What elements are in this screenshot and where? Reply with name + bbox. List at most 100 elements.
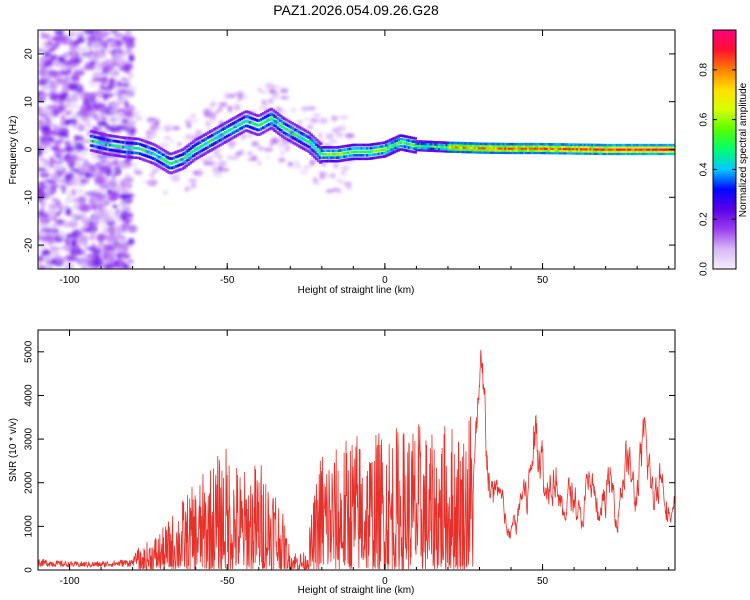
spectrogram-ridge-cell [157,156,162,159]
spectrogram-ridge-cell [190,160,194,164]
spectrogram-ridge-cell [333,146,338,149]
spectrogram-ridge-cell [133,151,137,155]
spectrogram-ridge-cell [112,135,117,138]
spectrogram-ridge-cell [473,144,478,148]
spectrogram-ridge-cell [345,144,349,148]
spectrogram-ridge-cell [282,136,287,140]
spectrogram-ridge-cell [663,148,667,151]
spectrogram-noise-cell [55,78,67,85]
spectrogram-ridge-cell [653,146,658,149]
spectrogram-ridge-cell [659,143,663,147]
spectrogram-y-tick-label: 0 [24,146,35,152]
spectrogram-ridge-cell [632,148,637,151]
spectrogram-ridge-cell [472,148,476,152]
spectrogram-ridge-cell [515,149,520,152]
spectrogram-ridge-cell [498,144,503,148]
spectrogram-noise-cell [331,172,336,179]
spectrogram-ridge-cell [265,109,270,113]
spectrogram-ridge-cell [313,146,317,149]
spectrogram-noise-cells [38,30,356,269]
spectrogram-ridge-cell [154,158,158,162]
spectrogram-ridge-cell [335,159,340,163]
spectrogram-ridge-cell [487,144,491,148]
spectrogram-ridge-cell [250,121,255,125]
spectrogram-ridge-cell [108,148,113,152]
spectrogram-ridge-cell [358,147,363,150]
spectrogram-ridge-cell [424,142,429,146]
spectrogram-ridge-cell [288,130,293,133]
spectrogram-ridge-cell [642,152,646,156]
spectrogram-ridge-cell [286,138,291,142]
spectrogram-ridge-cell [472,150,476,154]
spectrogram-noise-cell [101,196,108,200]
spectrogram-ridge-cell [591,143,595,147]
spectrogram-ridge-cell [400,141,404,144]
spectrogram-ridge-cell [640,150,644,153]
spectrogram-ridge-cell [343,148,347,151]
spectrogram-ridge-cell [292,132,296,135]
spectrogram-ridge-cell [413,151,417,154]
spectrogram-ridge-cell [634,152,639,156]
spectrogram-noise-cell [96,234,105,243]
spectrogram-ridge-cell [114,154,118,157]
spectrogram-ridge-cell [646,143,650,147]
spectrogram-ridge-cell [585,152,590,155]
spectrogram-ridge-cell [500,142,504,146]
spectrogram-ridge-cell [555,147,559,151]
spectrogram-ridge-cell [649,143,654,147]
spectrogram-noise-cell [111,186,122,192]
colorbar-tick-label: 0.4 [699,162,710,176]
spectrogram-noise-cell [92,188,102,193]
spectrogram-ridge-cell [110,134,115,138]
spectrogram-ridge-cell [453,148,457,151]
spectrogram-ridge-cell [188,162,192,165]
spectrogram-ridge-cell [350,143,355,147]
spectrogram-ridge-cell [659,148,663,151]
spectrogram-ridge-cell [629,152,633,156]
spectrogram-ridge-cell [226,125,230,128]
spectrogram-ridge-cell [479,144,484,148]
spectrogram-ridge-cell [205,137,209,140]
spectrogram-ridge-cell [364,154,368,157]
spectrogram-ridge-cell [186,144,190,148]
spectrogram-ridge-cell [519,142,523,146]
spectrogram-ridge-cell [192,149,196,153]
spectrogram-ridge-cell [409,139,414,143]
spectrogram-ridge-cell [328,156,332,159]
spectrogram-noise-cell [39,94,44,98]
spectrogram-ridge-cell [494,142,499,146]
spectrogram-ridge-cell [627,146,631,149]
spectrogram-ridge-cell [553,143,557,146]
spectrogram-ridge-cell [576,145,580,149]
spectrogram-ridge-cell [171,171,175,174]
spectrogram-ridge-cell [396,138,400,142]
spectrogram-ridge-cell [613,152,618,156]
spectrogram-ridge-cell [540,149,544,152]
spectrogram-ridge-cell [432,143,436,146]
spectrogram-ridge-cell [447,143,451,147]
spectrogram-ridge-cell [511,142,516,146]
spectrogram-ridge-cell [470,142,474,145]
spectrogram-ridge-cell [559,147,563,151]
spectrogram-noise-cell [90,108,96,115]
spectrogram-ridge-cell [549,151,554,155]
spectrogram-ridge-cell [290,140,294,144]
spectrogram-ridge-cell [146,160,151,163]
spectrogram-noise-cell [102,92,115,98]
spectrogram-noise-cell [70,103,79,109]
snr-frame [37,329,676,571]
spectrogram-ridge-cell [123,136,128,140]
spectrogram-ridge-cell [207,131,211,134]
spectrogram-noise-cell [80,139,92,143]
spectrogram-ridge-cell [112,139,117,143]
spectrogram-ridge-cell [445,143,450,147]
colorbar-tick-label: 0.0 [699,262,710,276]
spectrogram-ridge-cell [224,140,228,144]
spectrogram-ridge-cell [564,149,569,153]
spectrogram-ridge-cell [407,136,412,139]
spectrogram-ridge-cell [439,145,444,149]
spectrogram-ridge-cell [347,154,351,158]
spectrogram-ridge-cell [279,133,283,137]
spectrogram-noise-cell [43,159,50,167]
spectrogram-noise-cell [235,151,242,156]
